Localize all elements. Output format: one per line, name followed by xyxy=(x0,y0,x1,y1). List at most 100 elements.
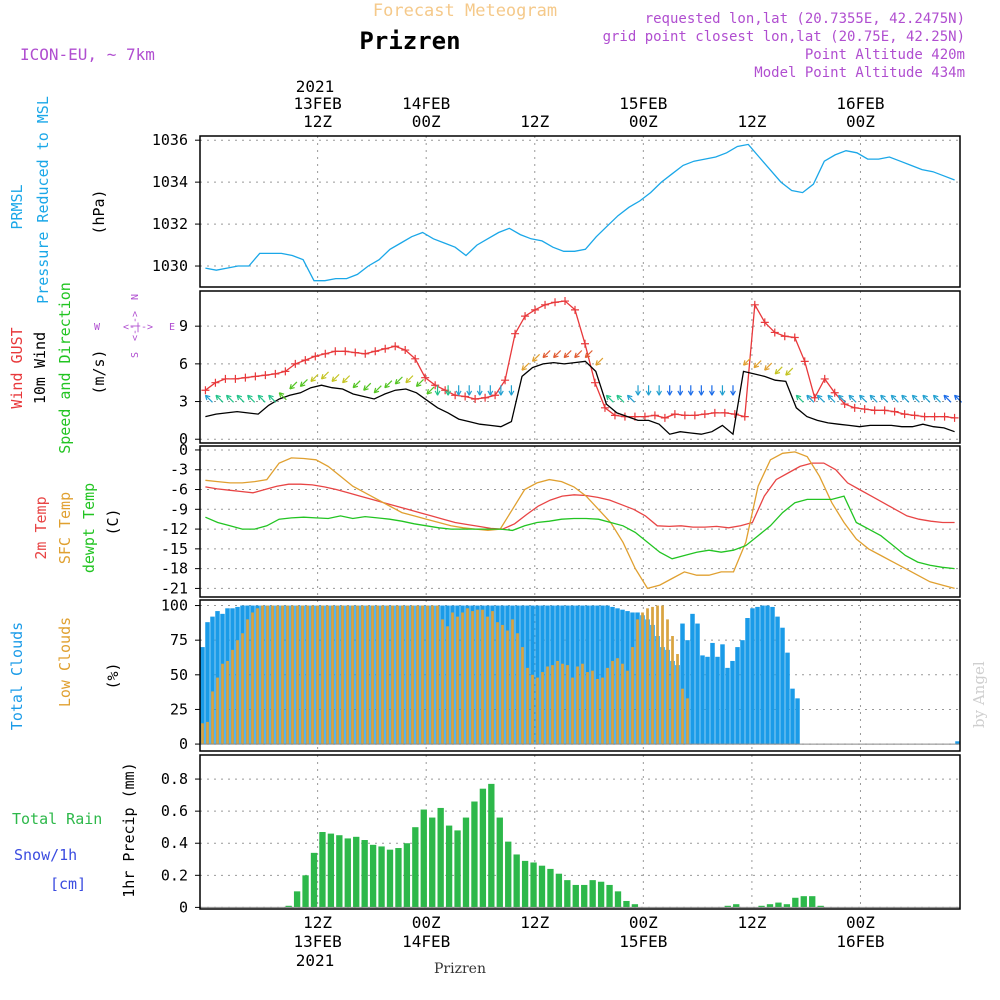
wind-arrow xyxy=(806,394,815,403)
wind-arrow-head xyxy=(497,390,504,396)
ytick-label-2-1: -3 xyxy=(170,461,188,479)
bar-3-0 xyxy=(685,640,690,745)
wind-arrow-head xyxy=(299,381,306,388)
wind-arrow-head xyxy=(289,384,295,390)
panel-frame-4 xyxy=(199,754,961,910)
bar-3-1 xyxy=(621,663,624,745)
wind-arrow-head xyxy=(563,352,570,359)
bar-3-1 xyxy=(316,605,319,745)
bar-4-0 xyxy=(724,905,731,908)
bar-3-1 xyxy=(546,666,549,745)
bar-4-0 xyxy=(488,783,495,908)
gust-point xyxy=(680,411,689,420)
wind-arrow-head xyxy=(553,352,559,359)
wind-arrow-head xyxy=(774,368,781,375)
bar-4-0 xyxy=(758,905,765,908)
gust-point xyxy=(461,392,470,401)
ytick-label-3-0: 0 xyxy=(179,735,188,753)
wind-arrow-head xyxy=(869,394,876,401)
bar-3-1 xyxy=(566,665,569,745)
wind-arrow-head xyxy=(434,390,441,396)
gust-point xyxy=(401,346,410,355)
gust-point xyxy=(231,374,240,383)
wind-arrow-head xyxy=(827,394,833,401)
panel-2: 0 -3 -6-9 -12 -15 -18-21 xyxy=(161,441,961,598)
bar-3-0 xyxy=(705,656,710,745)
bar-4-0 xyxy=(327,833,335,908)
bar-3-0 xyxy=(720,644,725,745)
wind-arrow xyxy=(584,350,593,359)
wind-arrow xyxy=(521,362,530,371)
panel-1: 0 3 6 9 xyxy=(179,290,963,448)
station-title: Prizren xyxy=(359,27,460,55)
bar-3-1 xyxy=(516,633,519,745)
wind-arrow-head xyxy=(278,392,285,398)
gust-point xyxy=(790,333,799,342)
bar-3-0 xyxy=(570,605,575,745)
bar-3-1 xyxy=(656,605,659,745)
bar-3-0 xyxy=(785,652,790,745)
bar-3-1 xyxy=(551,665,554,745)
bar-3-1 xyxy=(591,670,594,745)
bar-3-0 xyxy=(680,623,685,745)
wind-arrow xyxy=(289,381,298,390)
wind-arrow-head xyxy=(531,356,538,362)
bottom-date-label-5: 16FEB xyxy=(836,932,884,951)
wind-arrow-head xyxy=(605,394,612,401)
bar-4-0 xyxy=(513,854,520,908)
gust-point xyxy=(930,412,939,421)
wind-arrow xyxy=(753,360,762,369)
gust-point xyxy=(910,411,919,420)
bar-4-0 xyxy=(361,840,368,908)
bar-3-0 xyxy=(750,608,755,745)
top-date-label-3: 15FEB xyxy=(619,94,667,113)
bar-3-1 xyxy=(406,605,409,745)
bar-3-1 xyxy=(581,663,584,745)
wind-arrow-head xyxy=(666,390,673,396)
wind-arrow xyxy=(236,394,245,403)
wind-arrow xyxy=(880,394,889,403)
wind-arrow-head xyxy=(320,373,327,380)
gust-point xyxy=(511,329,520,338)
bar-3-1 xyxy=(356,605,359,745)
bar-3-0 xyxy=(690,613,695,745)
gust-point xyxy=(261,371,270,380)
bar-3-1 xyxy=(481,609,484,745)
bar-3-1 xyxy=(671,636,674,745)
snow-unit-label: [cm] xyxy=(50,875,86,893)
bar-3-0 xyxy=(745,618,750,745)
bar-3-0 xyxy=(740,640,745,745)
bar-3-1 xyxy=(401,605,404,745)
bar-4-0 xyxy=(589,880,596,908)
bar-3-1 xyxy=(211,691,214,745)
gust-point xyxy=(521,312,530,321)
bar-3-1 xyxy=(306,605,309,745)
wind-arrow-head xyxy=(476,390,483,396)
point-altitude: Point Altitude 420m xyxy=(805,47,965,63)
panel-3: 0 25 50 75 100 xyxy=(161,597,961,753)
wind-arrow xyxy=(394,376,403,385)
wind-arrow-head xyxy=(922,394,928,401)
bar-3-1 xyxy=(241,633,244,745)
bar-3-1 xyxy=(536,677,539,745)
clouds-unit: (%) xyxy=(104,662,122,689)
wind-arrow xyxy=(257,394,266,403)
bar-3-1 xyxy=(616,658,619,745)
wind-arrow-head xyxy=(405,377,411,384)
gust-point xyxy=(381,344,390,353)
top-date-label-5: 16FEB xyxy=(836,94,884,113)
wind-arrow-head xyxy=(911,394,918,401)
bar-3-1 xyxy=(221,663,224,745)
bar-4-0 xyxy=(293,891,301,908)
wind-arrow xyxy=(627,394,635,403)
ytick-label-4-2: 0.4 xyxy=(161,834,188,852)
bar-3-1 xyxy=(441,619,444,745)
bar-4-0 xyxy=(775,902,782,908)
ytick-label-1-2: 6 xyxy=(179,355,188,373)
prmsl-unit: (hPa) xyxy=(90,189,108,234)
bar-3-1 xyxy=(476,609,479,745)
wind-arrow xyxy=(869,394,878,403)
wind-arrow xyxy=(764,362,773,371)
gust-point xyxy=(361,349,370,358)
gust-point xyxy=(690,411,699,420)
